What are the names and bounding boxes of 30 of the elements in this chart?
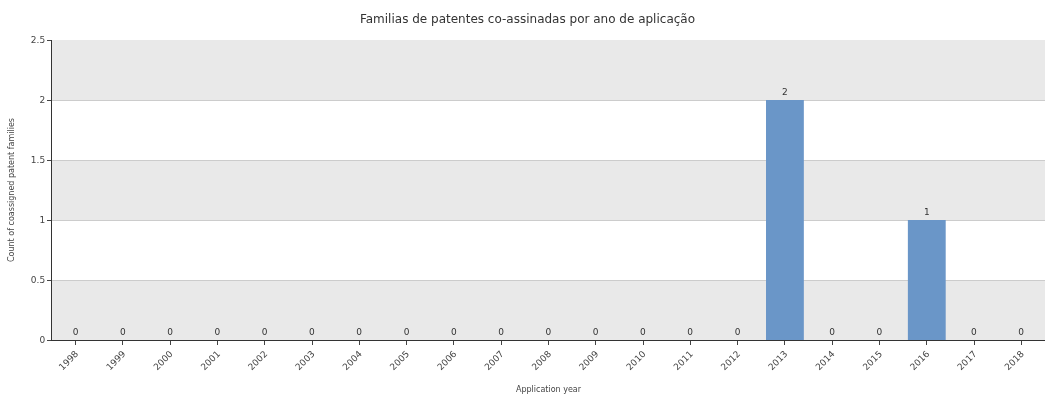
data-label: 0	[119, 327, 126, 337]
data-label: 0	[545, 327, 552, 337]
y-axis-title: Count of coassigned patent families	[6, 117, 16, 263]
data-label: 0	[356, 327, 363, 337]
data-label: 2	[782, 87, 788, 97]
data-label: 0	[876, 327, 883, 337]
data-label: 0	[261, 327, 268, 337]
data-label: 0	[592, 327, 599, 337]
data-label: 0	[403, 327, 410, 337]
y-tick-label: 2	[39, 95, 46, 106]
y-tick-label: 2.5	[30, 35, 46, 46]
y-tick-label: 0	[39, 335, 46, 346]
chart-title: Familias de patentes co-assinadas por ano de aplicação	[359, 11, 696, 26]
data-label: 0	[167, 327, 174, 337]
data-label: 0	[1018, 327, 1025, 337]
data-label: 0	[309, 327, 316, 337]
data-label: 0	[971, 327, 978, 337]
data-label: 0	[829, 327, 836, 337]
data-label: 0	[72, 327, 79, 337]
data-label: 0	[640, 327, 647, 337]
x-axis-title: Application year	[515, 385, 582, 395]
data-label: 0	[687, 327, 694, 337]
data-label: 1	[923, 207, 930, 217]
data-label: 0	[450, 327, 457, 337]
data-label: 0	[498, 327, 505, 337]
data-label: 0	[734, 327, 741, 337]
data-label: 0	[214, 327, 221, 337]
y-tick-label: 1.5	[30, 155, 46, 166]
y-tick-label: 0.5	[30, 275, 46, 286]
y-tick-label: 1	[39, 215, 46, 226]
